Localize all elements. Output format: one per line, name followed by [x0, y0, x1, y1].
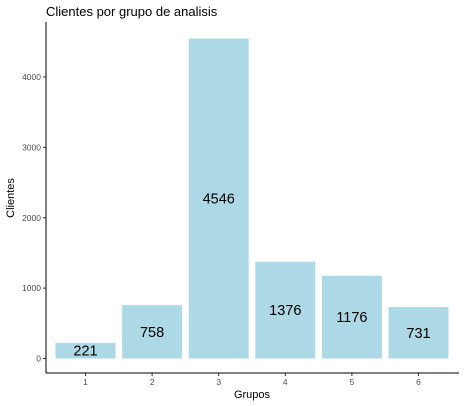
bar-group-2 — [122, 305, 183, 359]
chart-title: Clientes por grupo de analisis — [46, 4, 218, 19]
bar-group-4 — [255, 261, 316, 359]
data-label-group-6: 731 — [406, 326, 430, 342]
x-tick-label: 2 — [150, 377, 155, 387]
x-axis-label: Grupos — [234, 389, 271, 401]
x-tick-label: 4 — [283, 377, 288, 387]
y-tick-label: 0 — [36, 354, 41, 364]
data-label-group-2: 758 — [140, 325, 164, 341]
data-label-group-3: 4546 — [203, 192, 235, 208]
bars — [55, 38, 449, 359]
data-label-group-5: 1176 — [336, 310, 367, 326]
y-tick-label: 4000 — [22, 72, 41, 82]
x-tick-label: 1 — [83, 377, 88, 387]
data-label-group-1: 221 — [73, 344, 97, 360]
y-tick-label: 1000 — [22, 283, 41, 293]
x-axis-ticks: 1 2 3 4 5 6 — [83, 373, 421, 387]
x-tick-label: 3 — [216, 377, 221, 387]
bar-group-3 — [188, 38, 249, 359]
y-tick-label: 3000 — [22, 142, 41, 152]
bar-group-6 — [388, 307, 449, 359]
x-tick-label: 5 — [350, 377, 355, 387]
x-tick-label: 6 — [416, 377, 421, 387]
data-label-group-4: 1376 — [269, 303, 301, 319]
bar-group-5 — [321, 275, 382, 359]
y-tick-label: 2000 — [22, 213, 41, 223]
bar-group-1 — [55, 342, 116, 359]
y-axis-ticks: 0 1000 2000 3000 4000 — [22, 72, 46, 364]
data-labels: 221 758 4546 1376 1176 731 — [73, 192, 430, 360]
y-axis-label: Clientes — [5, 178, 17, 218]
